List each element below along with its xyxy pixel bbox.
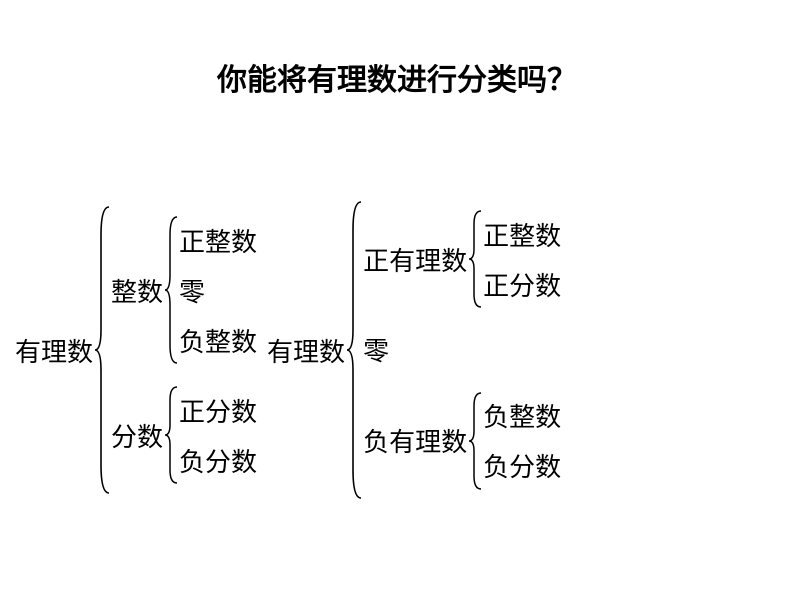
right-child-negative: 负有理数 负整数 负分数: [363, 391, 561, 491]
right-root-label: 有理数: [267, 332, 345, 369]
leaf-pos-fraction-r: 正分数: [483, 266, 561, 303]
pos-rational-label: 正有理数: [363, 241, 467, 278]
left-child-fraction: 分数 正分数 负分数: [111, 385, 257, 485]
fraction-label: 分数: [111, 417, 163, 454]
right-child-positive: 正有理数 正整数 正分数: [363, 209, 561, 309]
brace-icon: [467, 209, 483, 309]
left-child-integer: 整数 正整数 零 负整数: [111, 215, 257, 365]
brace-icon: [345, 200, 363, 500]
left-root-label: 有理数: [15, 332, 93, 369]
left-children: 整数 正整数 零 负整数 分数: [111, 205, 257, 495]
brace-icon: [163, 385, 179, 485]
integer-children: 正整数 零 负整数: [179, 215, 257, 365]
right-children: 正有理数 正整数 正分数 零 负有理数: [363, 200, 561, 500]
right-child-zero: 零: [363, 327, 561, 372]
leaf-neg-fraction-r: 负分数: [483, 447, 561, 484]
leaf-neg-fraction: 负分数: [179, 442, 257, 479]
leaf-pos-integer-r: 正整数: [483, 216, 561, 253]
page-title: 你能将有理数进行分类吗？: [0, 55, 794, 99]
leaf-pos-fraction: 正分数: [179, 392, 257, 429]
left-tree: 有理数 整数 正整数 零 负整数 分数: [15, 170, 257, 530]
zero-label: 零: [363, 331, 389, 368]
neg-rational-children: 负整数 负分数: [483, 391, 561, 491]
leaf-neg-integer: 负整数: [179, 322, 257, 359]
integer-label: 整数: [111, 272, 163, 309]
diagram-area: 有理数 整数 正整数 零 负整数 分数: [0, 170, 794, 530]
right-tree: 有理数 正有理数 正整数 正分数 零: [267, 170, 561, 530]
brace-icon: [163, 215, 179, 365]
leaf-neg-integer-r: 负整数: [483, 397, 561, 434]
leaf-pos-integer: 正整数: [179, 222, 257, 259]
neg-rational-label: 负有理数: [363, 422, 467, 459]
fraction-children: 正分数 负分数: [179, 385, 257, 485]
brace-icon: [467, 391, 483, 491]
brace-icon: [93, 205, 111, 495]
leaf-zero: 零: [179, 272, 257, 309]
pos-rational-children: 正整数 正分数: [483, 209, 561, 309]
